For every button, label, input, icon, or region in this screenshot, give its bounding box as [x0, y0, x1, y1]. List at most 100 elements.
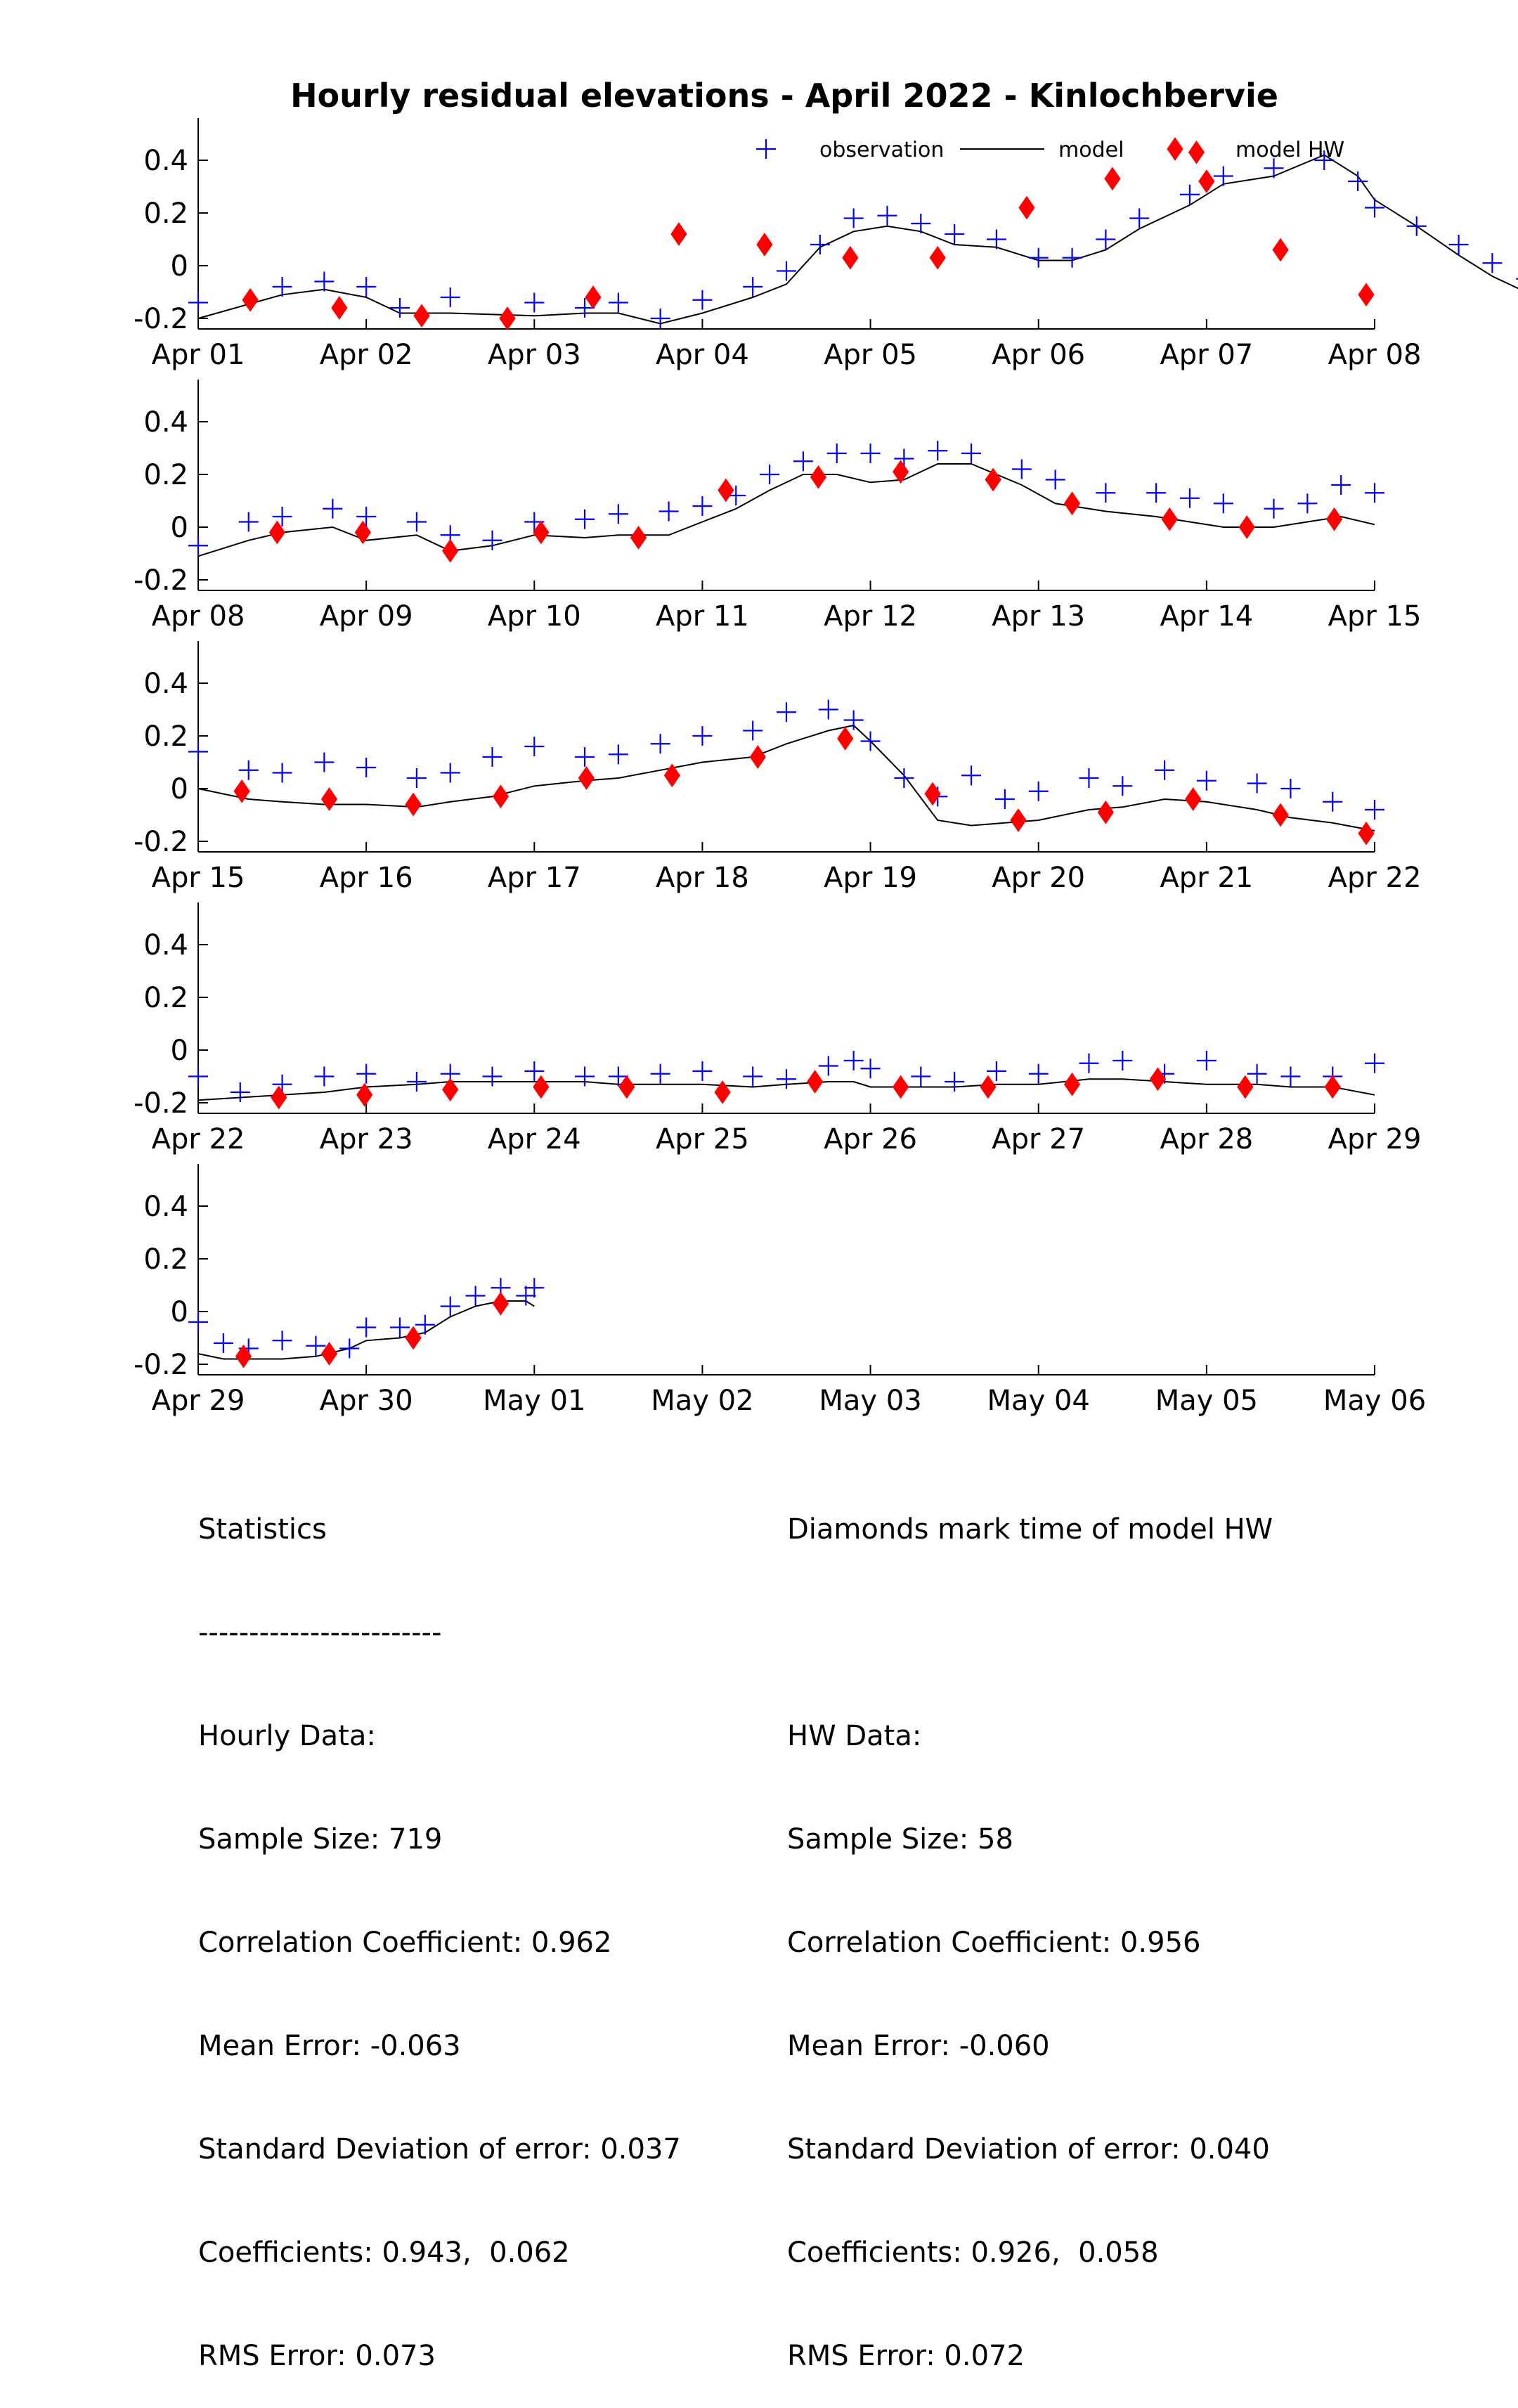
observation-point — [406, 768, 427, 788]
observation-point — [188, 742, 208, 762]
y-tick-label: 0.2 — [143, 982, 188, 1014]
observation-point — [743, 720, 763, 741]
observation-point — [188, 1312, 208, 1332]
x-tick-label: Apr 13 — [992, 600, 1085, 633]
observation-point — [314, 752, 335, 772]
stats-mean-error: Mean Error: -0.063 — [198, 2030, 461, 2062]
observation-point — [608, 504, 628, 524]
x-tick-label: Apr 02 — [320, 339, 413, 371]
observation-point — [339, 1338, 360, 1359]
observation-point — [323, 498, 343, 519]
observation-point — [482, 1066, 502, 1087]
observation-point — [1264, 498, 1284, 519]
observation-point — [692, 290, 713, 310]
x-tick-label: Apr 16 — [320, 862, 413, 894]
observation-point — [524, 1061, 545, 1081]
x-tick-label: Apr 27 — [992, 1123, 1085, 1156]
model-hw-point — [1097, 800, 1114, 824]
model-hw-point — [1272, 238, 1289, 262]
observation-point — [945, 1072, 965, 1092]
model-line — [197, 1078, 1375, 1101]
observation-point — [1448, 235, 1469, 254]
observation-point — [860, 444, 881, 463]
x-tick-label: Apr 14 — [1160, 600, 1253, 633]
observation-point — [188, 1066, 208, 1087]
observation-point — [406, 512, 427, 532]
observation-point — [1096, 483, 1116, 503]
x-tick-label: Apr 04 — [656, 339, 749, 371]
observation-point — [1365, 198, 1384, 218]
x-tick-label: Apr 25 — [656, 1123, 749, 1156]
y-tick-label: 0.2 — [143, 720, 188, 753]
stats-sample-size: Sample Size: 719 — [198, 1823, 443, 1856]
x-tick-label: May 06 — [1323, 1385, 1426, 1417]
x-tick-label: Apr 15 — [1328, 600, 1422, 633]
y-tick-label: 0.2 — [143, 1243, 188, 1276]
model-hw-point — [749, 745, 766, 769]
model-hw-point — [756, 233, 773, 257]
y-tick-label: -0.2 — [134, 826, 188, 858]
model-hw-point — [985, 467, 1001, 492]
observation-point — [777, 261, 796, 281]
x-tick-label: Apr 19 — [824, 862, 917, 894]
observation-point — [608, 1066, 628, 1087]
observation-point — [843, 208, 864, 228]
observation-point — [760, 465, 780, 484]
observation-point — [238, 512, 259, 532]
observation-point — [911, 1066, 931, 1087]
model-hw-point — [533, 1075, 550, 1099]
observation-point — [406, 1072, 427, 1092]
panel-1: -0.2 0 0.2 0.4 Apr 01 Apr 02 Apr 03 Apr 04 Apr 0… — [134, 118, 1518, 371]
model-hw-point — [268, 520, 286, 545]
x-tick-label: Apr 03 — [488, 339, 581, 371]
model-hw-point — [670, 222, 687, 246]
observation-point — [894, 768, 914, 788]
model-hw-point — [1063, 1072, 1081, 1096]
x-tick-label: Apr 21 — [1160, 862, 1253, 894]
observation-point — [516, 1286, 536, 1306]
stats-correlation: Correlation Coefficient: 0.956 — [787, 1927, 1201, 1959]
legend-model-hw-marker — [1167, 137, 1183, 161]
observation-point — [356, 758, 377, 777]
stats-rms-error: RMS Error: 0.073 — [198, 2340, 436, 2372]
observation-point — [826, 444, 847, 463]
observation-point — [1196, 1051, 1217, 1070]
observation-point — [1146, 483, 1167, 503]
stats-heading: Statistics — [198, 1513, 327, 1546]
model-hw-point — [1238, 515, 1255, 539]
observation-point — [389, 298, 410, 318]
x-tick-label: Apr 11 — [656, 600, 749, 633]
model-hw-point — [1358, 283, 1375, 307]
x-tick-label: May 02 — [651, 1385, 753, 1417]
y-tick-label: -0.2 — [134, 564, 188, 597]
model-hw-point — [492, 1291, 510, 1316]
chart-title: Hourly residual elevations - April 2022 … — [290, 77, 1278, 115]
model-hw-point — [271, 1085, 287, 1110]
model-hw-point — [235, 1344, 252, 1368]
model-hw-point — [1161, 507, 1178, 531]
model-hw-point — [320, 787, 338, 811]
observation-point — [961, 444, 982, 463]
legend-observation-marker-shape — [756, 139, 776, 159]
legend-model-hw-label: model HW — [1235, 138, 1344, 162]
x-tick-label: May 01 — [483, 1385, 585, 1417]
observation-point — [650, 309, 670, 328]
x-tick-label: Apr 30 — [320, 1385, 413, 1417]
model-hw-point — [442, 1077, 459, 1102]
observation-point — [818, 699, 838, 720]
x-tick-label: Apr 15 — [152, 862, 245, 894]
panel-4: -0.2 0 0.2 0.4 Apr 22 Apr 23 Apr 24 Apr 25 Apr 2… — [134, 902, 1421, 1156]
model-hw-point — [585, 285, 602, 309]
observation-point — [1264, 158, 1284, 179]
y-tick-label: 0.4 — [143, 406, 188, 439]
x-tick-label: May 05 — [1155, 1385, 1258, 1417]
model-line — [197, 463, 1375, 557]
x-tick-label: Apr 29 — [152, 1385, 245, 1417]
model-hw-point — [810, 465, 827, 489]
observation-point — [1096, 229, 1116, 250]
model-hw-point — [893, 460, 909, 484]
observation-point — [524, 737, 545, 756]
observation-point — [389, 1317, 410, 1338]
stats-hourly: Statistics ------------------------ Hour… — [198, 1444, 681, 2408]
model-hw-point — [1149, 1067, 1167, 1092]
